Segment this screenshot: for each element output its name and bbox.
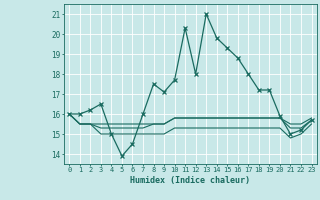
X-axis label: Humidex (Indice chaleur): Humidex (Indice chaleur)	[131, 176, 251, 185]
